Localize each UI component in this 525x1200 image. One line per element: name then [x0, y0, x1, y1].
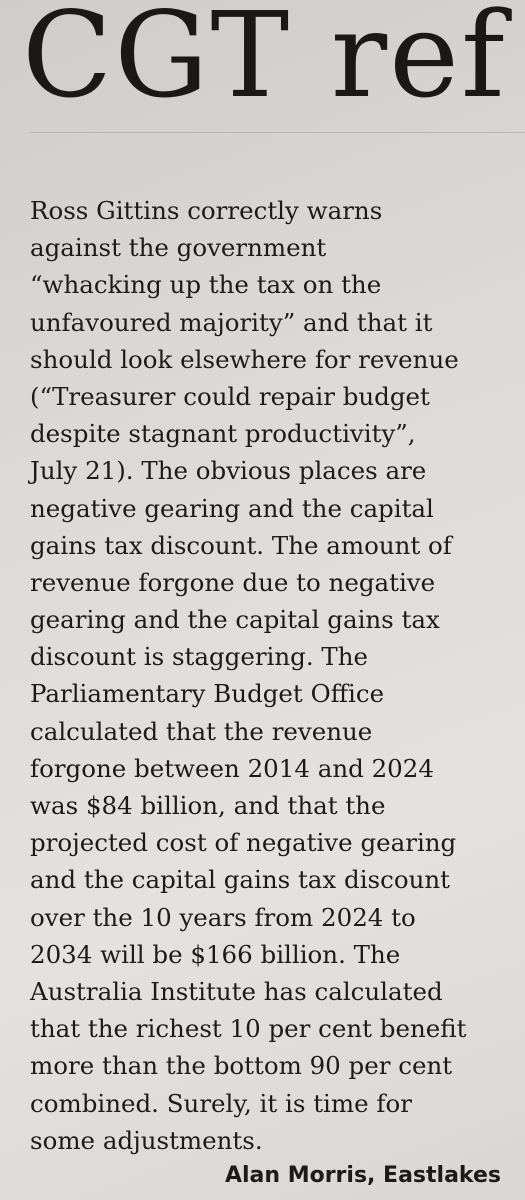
text-line: Ross Gittins correctly warns — [30, 196, 383, 225]
text-line: and the capital gains tax discount — [30, 865, 450, 895]
text-line: despite stagnant productivity”, — [30, 419, 416, 449]
text-line: some adjustments. — [30, 1125, 263, 1155]
text-line: “whacking up the tax on the — [30, 270, 382, 300]
text-line: Parliamentary Budget Office — [30, 679, 385, 709]
text-line: negative gearing and the capital — [30, 493, 434, 523]
text-line: against the government — [30, 233, 327, 263]
text-line: more than the bottom 90 per cent — [30, 1051, 453, 1081]
signature: Alan Morris, Eastlakes — [224, 1163, 501, 1188]
text-line: was $84 billion, and that the — [30, 791, 386, 820]
text-line: revenue forgone due to negative — [30, 567, 436, 597]
text-line: discount is staggering. The — [30, 642, 369, 672]
text-line: Australia Institute has calculated — [30, 976, 443, 1006]
headline: CGT ref — [22, 0, 507, 124]
text-line: 2034 will be $166 billion. The — [30, 939, 401, 969]
text-line: projected cost of negative gearing — [30, 828, 457, 858]
text-line: over the 10 years from 2024 to — [30, 902, 416, 932]
text-line: should look elsewhere for revenue — [30, 344, 459, 374]
text-line: unfavoured majority” and that it — [30, 307, 433, 337]
text-line: (“Treasurer could repair budget — [30, 381, 430, 411]
text-line: forgone between 2014 and 2024 — [30, 753, 434, 783]
text-line: that the richest 10 per cent benefit — [30, 1014, 467, 1044]
rule — [30, 132, 525, 133]
text-line: gains tax discount. The amount of — [30, 530, 452, 560]
text-line: gearing and the capital gains tax — [30, 605, 440, 635]
text-line: calculated that the revenue — [30, 716, 373, 746]
text-line: combined. Surely, it is time for — [30, 1088, 412, 1118]
letter-body: Ross Gittins correctly warns against the … — [30, 192, 498, 1159]
text-line: July 21). The obvious places are — [30, 456, 427, 486]
